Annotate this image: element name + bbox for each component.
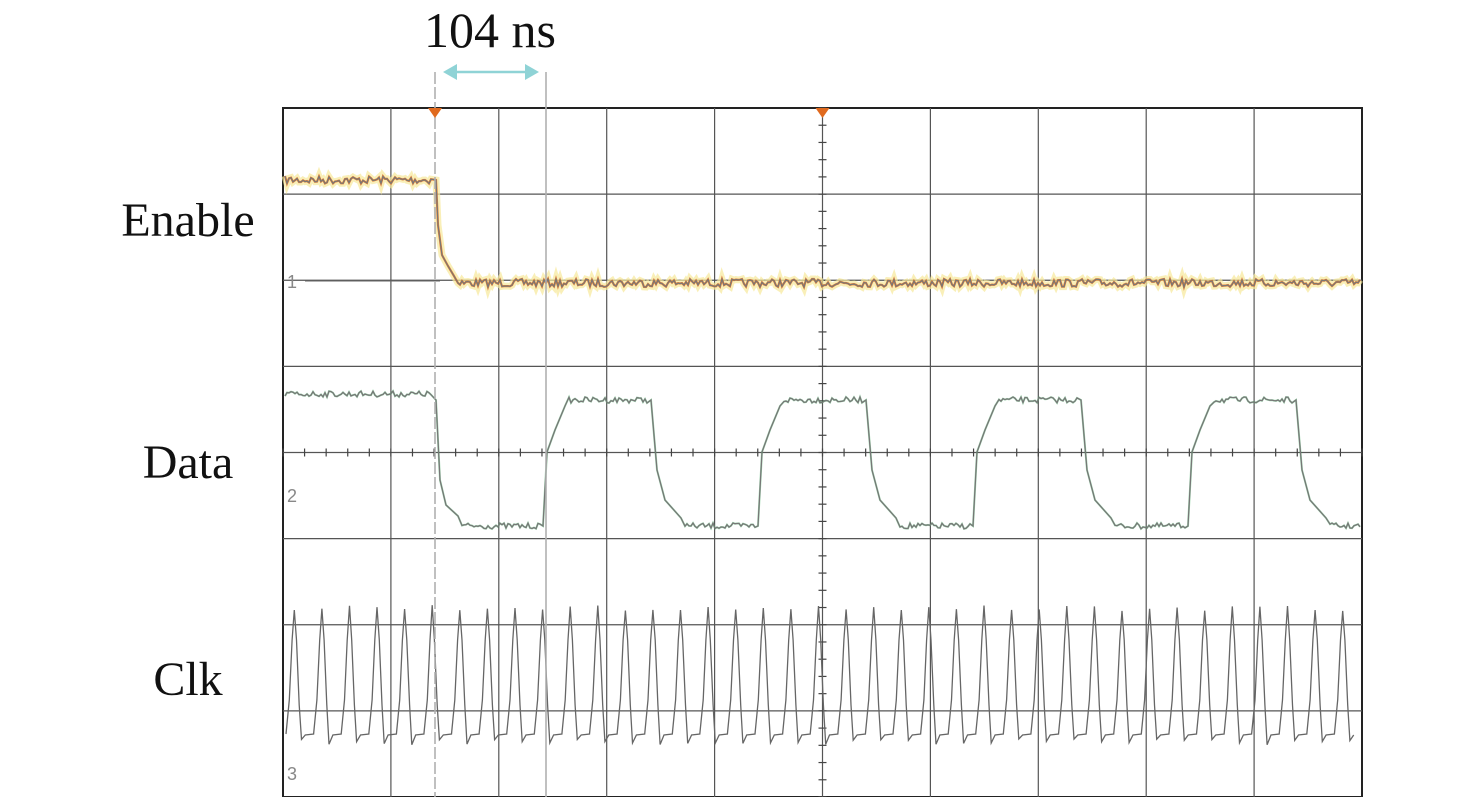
scope-graticule: [282, 107, 1363, 797]
clk-channel-label: Clk: [153, 653, 222, 706]
data-trace: [284, 389, 1361, 530]
enable-channel-label: Enable: [121, 194, 254, 247]
channel-3-marker: 3: [287, 764, 297, 784]
channel-2-marker: 2: [287, 486, 297, 506]
enable-trace: [284, 174, 1361, 290]
annotation-arrow-head-right: [525, 64, 539, 80]
timing-annotation-arrow: [443, 64, 539, 80]
trigger-position-marker: [428, 108, 442, 118]
data-channel-label: Data: [143, 436, 234, 489]
channel-1-marker: 1: [287, 272, 297, 292]
clk-trace: [285, 605, 1355, 746]
annotation-arrow-head-left: [443, 64, 457, 80]
center-time-marker: [815, 108, 830, 118]
timing-annotation-label: 104 ns: [424, 2, 556, 58]
